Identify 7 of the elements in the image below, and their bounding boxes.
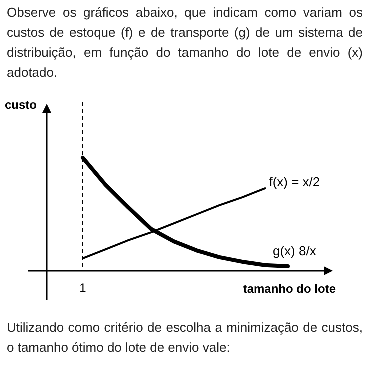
chart-title: Observe os gráficos abaixo, que indicam como variam os custos de estoque (f) e de transporte (g) de um sistema de distribuição, em função do tamanho do lote de envio (x) adotado. <box>7 4 363 82</box>
text: Utilizando como critério de escolha a minimização de custos, o tamanho ótimo do lote de envio vale: <box>7 319 363 357</box>
y-axis-title: custo <box>5 98 38 112</box>
x-axis-title: tamanho do lote <box>243 282 336 296</box>
series-label: f(x) = x/2 <box>269 174 320 190</box>
series-label: g(x) 8/x <box>273 243 317 258</box>
text: 1 <box>80 281 86 295</box>
